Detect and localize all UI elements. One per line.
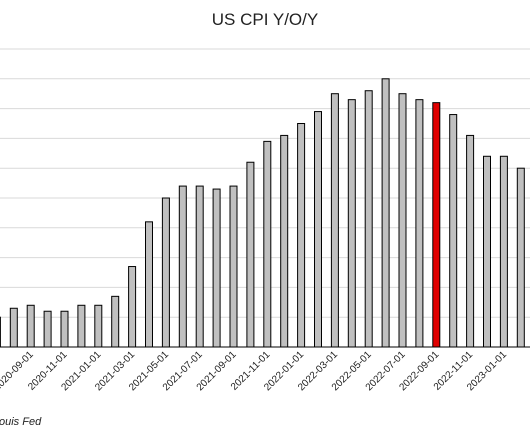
bar <box>195 185 204 348</box>
bar <box>415 99 424 348</box>
bar <box>263 140 272 348</box>
bars <box>0 78 525 348</box>
bar <box>128 266 137 348</box>
bar <box>314 111 322 348</box>
bar <box>347 99 356 348</box>
bar <box>60 310 69 348</box>
bar <box>297 123 306 348</box>
bar <box>43 310 52 348</box>
bar <box>483 155 491 348</box>
bar <box>246 161 255 348</box>
bar <box>398 93 407 348</box>
bar <box>381 78 390 348</box>
bar <box>145 221 153 348</box>
bar <box>466 134 475 348</box>
bar <box>111 295 120 348</box>
bar <box>516 167 525 348</box>
bar <box>449 114 458 348</box>
source-note: ouis Fed <box>0 416 42 428</box>
x-tick-labels: 2020-07-012020-09-012020-11-012021-01-01… <box>0 349 509 393</box>
bar <box>499 155 508 348</box>
bar <box>161 197 170 348</box>
chart-title: US CPI Y/O/Y <box>211 10 319 29</box>
bar-highlighted <box>432 102 441 348</box>
bar <box>9 307 18 348</box>
bar <box>77 304 86 348</box>
bar <box>280 134 289 348</box>
bar <box>178 185 187 348</box>
bar <box>26 304 35 348</box>
bar <box>212 188 221 348</box>
bar <box>364 90 373 348</box>
bar <box>229 185 238 348</box>
bar <box>94 304 103 348</box>
bar <box>330 93 339 348</box>
